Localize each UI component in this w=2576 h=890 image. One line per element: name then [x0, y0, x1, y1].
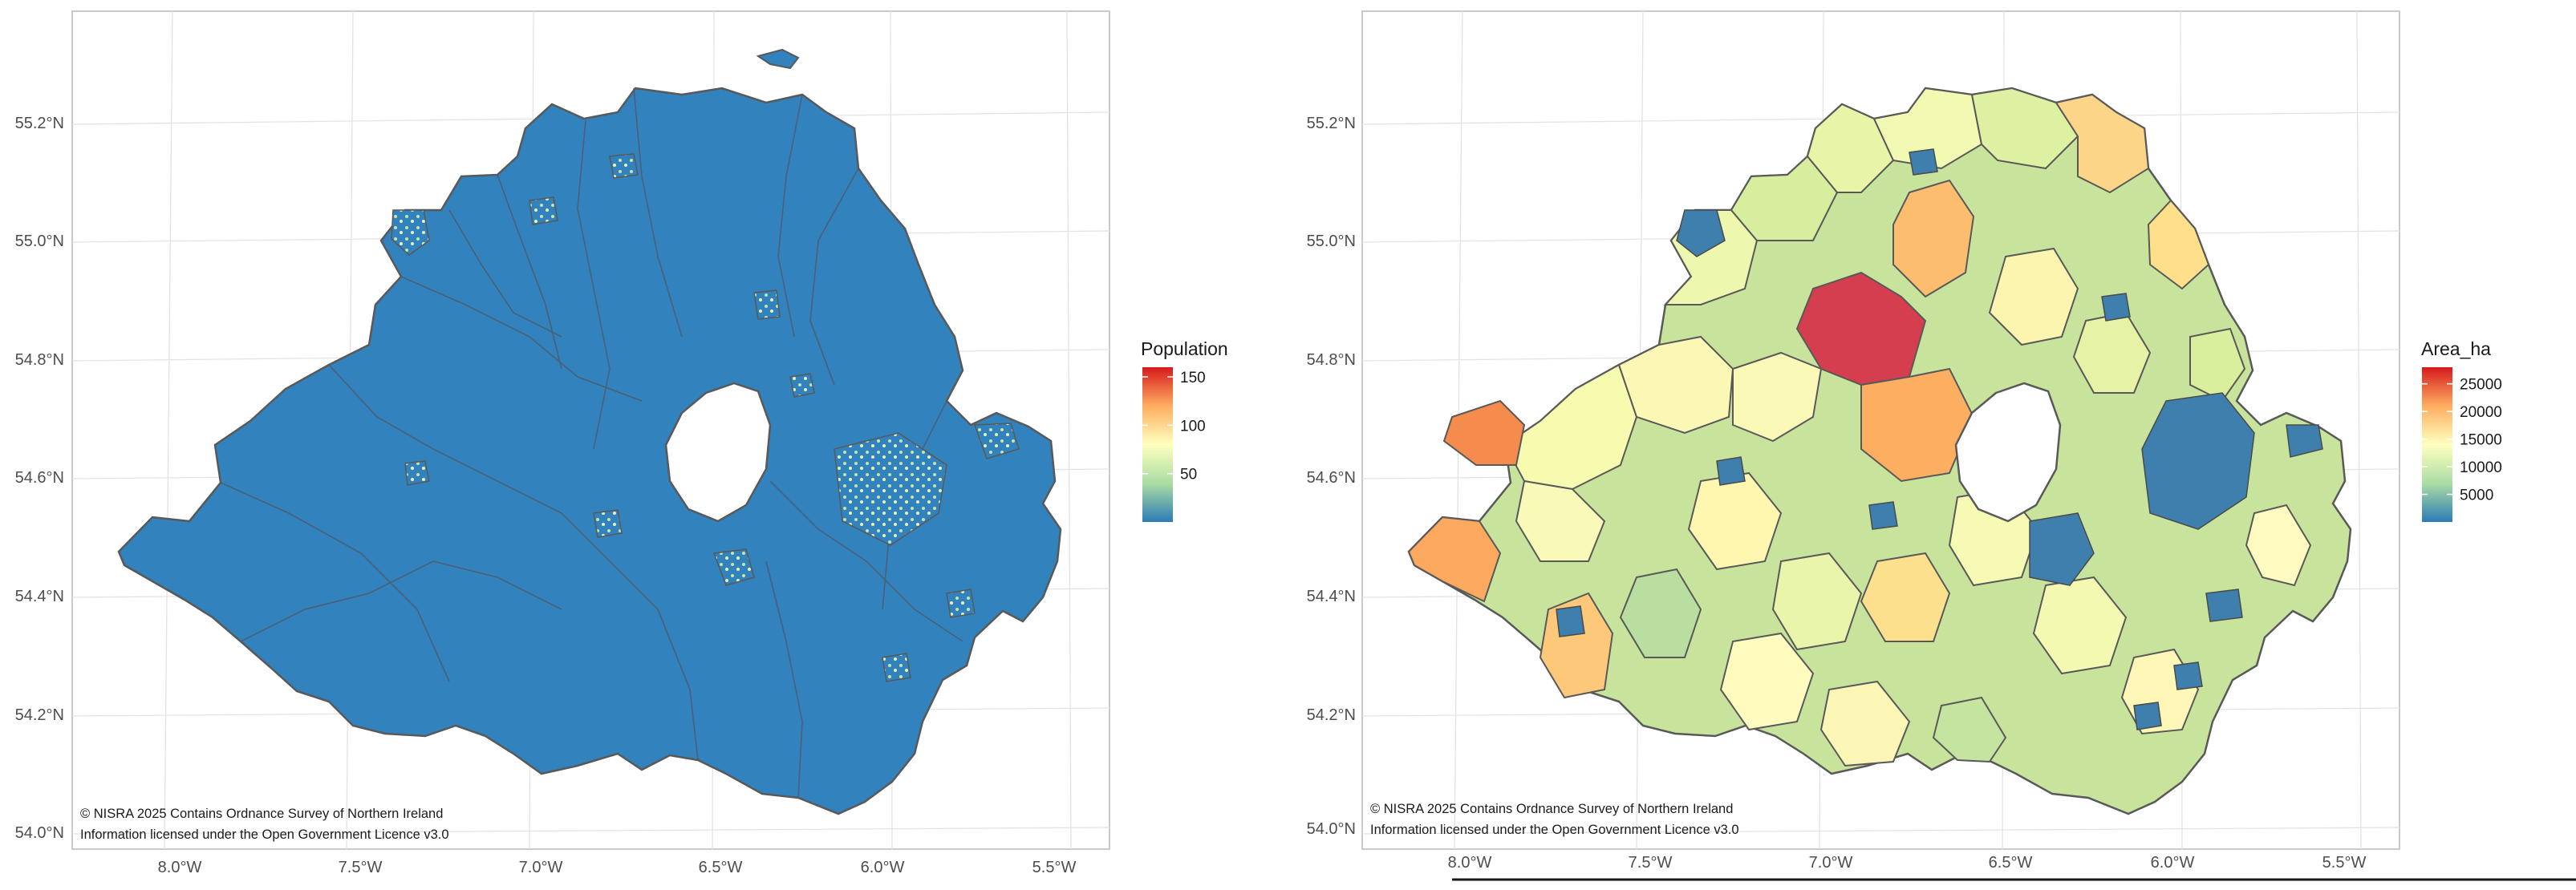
- lat-axis-labels: 55.2°N 55.0°N 54.8°N 54.6°N 54.4°N 54.2°…: [15, 115, 64, 842]
- legend-tick-label: 50: [1180, 467, 1197, 483]
- credit-line-2: Information licensed under the Open Gove…: [80, 827, 449, 842]
- legend-tick-label: 100: [1180, 418, 1206, 435]
- lon-label: 6.5°W: [1989, 854, 2033, 872]
- lon-label: 6.0°W: [2151, 854, 2195, 872]
- legend-title: Population: [1141, 338, 1228, 359]
- lat-axis-labels: 55.2°N 55.0°N 54.8°N 54.6°N 54.4°N 54.2°…: [1307, 115, 1356, 838]
- area-map-panel: 55.2°N 55.0°N 54.8°N 54.6°N 54.4°N 54.2°…: [1284, 0, 2576, 890]
- lat-label: 54.6°N: [15, 469, 64, 487]
- lough-neagh: [1954, 382, 2062, 523]
- lon-label: 7.0°W: [519, 859, 563, 876]
- dense-small-areas: [391, 153, 1020, 682]
- boundary-lines: [220, 87, 963, 799]
- legend: Area_ha 25000 20000 15000 10000 5000: [2421, 338, 2502, 522]
- lon-axis-labels: 8.0°W 7.5°W 7.0°W 6.5°W 6.0°W 5.5°W: [158, 859, 1077, 876]
- lon-label: 6.0°W: [861, 859, 905, 876]
- lough-neagh: [664, 382, 772, 523]
- legend-ticks: 25000 20000 15000 10000 5000: [2422, 377, 2502, 504]
- legend-tick-label: 10000: [2460, 459, 2502, 476]
- legend-tick-label: 15000: [2460, 432, 2502, 449]
- credit: © NISRA 2025 Contains Ordnance Survey of…: [80, 807, 449, 842]
- ni-outline: [117, 87, 1062, 815]
- lat-label: 54.2°N: [1307, 706, 1356, 724]
- lat-label: 54.2°N: [15, 706, 64, 724]
- lat-label: 55.0°N: [15, 233, 64, 250]
- lat-label: 54.6°N: [1307, 469, 1356, 487]
- lat-label: 55.2°N: [1307, 115, 1356, 132]
- northern-ireland-map: [1407, 87, 2352, 815]
- lon-label: 7.5°W: [339, 859, 383, 876]
- lat-label: 54.8°N: [15, 351, 64, 369]
- plot-frame: [1361, 10, 2400, 850]
- credit-line-2: Information licensed under the Open Gove…: [1370, 823, 1739, 837]
- rathlin-island: [756, 48, 800, 70]
- credit-line-1: © NISRA 2025 Contains Ordnance Survey of…: [1370, 802, 1733, 816]
- credit: © NISRA 2025 Contains Ordnance Survey of…: [1370, 802, 1739, 837]
- lon-label: 5.5°W: [1032, 859, 1077, 876]
- legend: Population 150 100 50: [1141, 338, 1228, 522]
- lon-label: 8.0°W: [158, 859, 202, 876]
- plot-frame: [71, 10, 1110, 850]
- lon-axis-labels: 8.0°W 7.5°W 7.0°W 6.5°W 6.0°W 5.5°W: [1448, 854, 2367, 872]
- population-map: 55.2°N 55.0°N 54.8°N 54.6°N 54.4°N 54.2°…: [15, 10, 1228, 876]
- legend-tick-label: 5000: [2460, 487, 2493, 504]
- lat-label: 54.8°N: [1307, 351, 1356, 369]
- lat-label: 55.2°N: [15, 115, 64, 132]
- legend-tick-label: 150: [1180, 370, 1206, 386]
- area-map: 55.2°N 55.0°N 54.8°N 54.6°N 54.4°N 54.2°…: [1307, 10, 2576, 881]
- lat-label: 54.0°N: [15, 824, 64, 842]
- legend-tick-label: 20000: [2460, 404, 2502, 421]
- lon-label: 8.0°W: [1448, 854, 1492, 872]
- population-map-panel: 55.2°N 55.0°N 54.8°N 54.6°N 54.4°N 54.2°…: [0, 0, 1284, 890]
- legend-colorbar: [2422, 367, 2452, 522]
- lon-label: 5.5°W: [2322, 854, 2367, 872]
- lat-label: 54.4°N: [1307, 588, 1356, 605]
- lon-label: 7.0°W: [1809, 854, 1853, 872]
- lat-label: 55.0°N: [1307, 233, 1356, 250]
- legend-tick-label: 25000: [2460, 377, 2502, 394]
- lat-label: 54.4°N: [15, 588, 64, 605]
- dense-small-areas: [1556, 148, 2323, 730]
- legend-ticks: 150 100 50: [1142, 370, 1206, 483]
- legend-colorbar: [1142, 367, 1173, 522]
- credit-line-1: © NISRA 2025 Contains Ordnance Survey of…: [80, 807, 443, 821]
- northern-ireland-map: [117, 48, 1062, 815]
- legend-title: Area_ha: [2421, 338, 2491, 359]
- lon-label: 7.5°W: [1629, 854, 1673, 872]
- lat-label: 54.0°N: [1307, 820, 1356, 838]
- lon-label: 6.5°W: [699, 859, 743, 876]
